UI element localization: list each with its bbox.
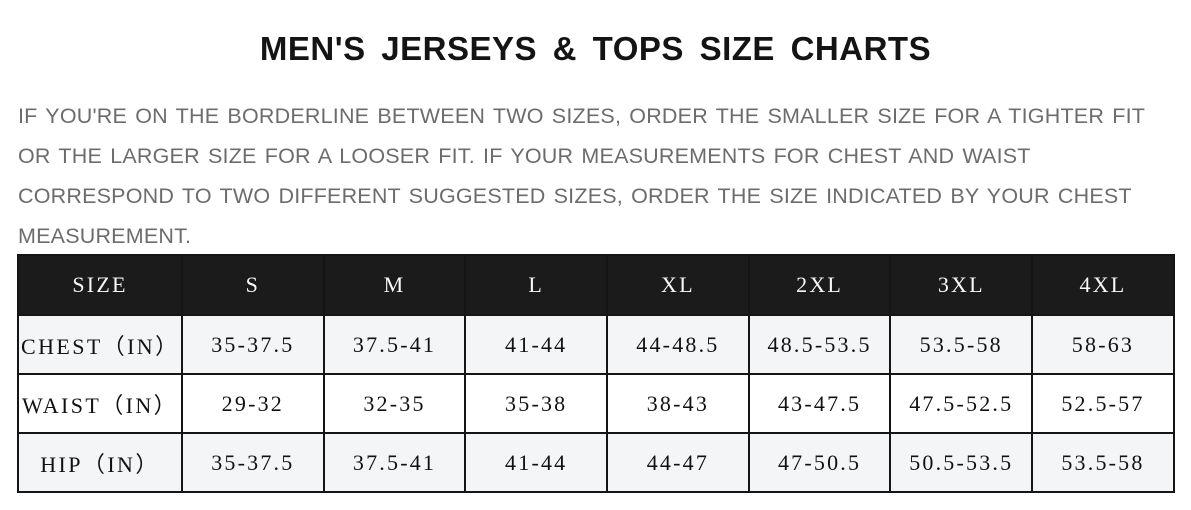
column-header-xl: XL xyxy=(606,254,750,316)
cell-hip-xl: 44-47 xyxy=(606,432,750,493)
intro-paragraph: IF YOU'RE ON THE BORDERLINE BETWEEN TWO … xyxy=(18,104,1145,248)
page-title: MEN'S JERSEYS & TOPS SIZE CHARTS xyxy=(259,30,932,67)
column-header-size: SIZE xyxy=(17,254,183,316)
cell-waist-3xl: 47.5-52.5 xyxy=(889,373,1034,434)
column-header-3xl: 3XL xyxy=(889,254,1034,316)
column-header-l: L xyxy=(464,254,609,316)
row-label-chest: CHEST（IN） xyxy=(17,314,183,375)
cell-waist-4xl: 52.5-57 xyxy=(1031,373,1175,434)
table-header-row: SIZE S M L XL 2XL 3XL 4XL xyxy=(17,254,1175,316)
cell-hip-3xl: 50.5-53.5 xyxy=(889,432,1034,493)
cell-waist-l: 35-38 xyxy=(464,373,609,434)
cell-hip-m: 37.5-41 xyxy=(322,432,467,493)
cell-chest-l: 41-44 xyxy=(464,314,609,375)
column-header-s: S xyxy=(181,254,325,316)
table-row: CHEST（IN） 35-37.5 37.5-41 41-44 44-48.5 … xyxy=(17,314,1175,375)
cell-waist-2xl: 43-47.5 xyxy=(747,373,892,434)
cell-hip-l: 41-44 xyxy=(464,432,609,493)
size-table-container: SIZE S M L XL 2XL 3XL 4XL CHEST（IN） 35-3… xyxy=(17,254,1175,493)
table-body: CHEST（IN） 35-37.5 37.5-41 41-44 44-48.5 … xyxy=(17,314,1175,493)
cell-chest-3xl: 53.5-58 xyxy=(889,314,1034,375)
cell-chest-2xl: 48.5-53.5 xyxy=(747,314,892,375)
cell-chest-xl: 44-48.5 xyxy=(606,314,750,375)
cell-hip-s: 35-37.5 xyxy=(181,432,325,493)
cell-waist-s: 29-32 xyxy=(181,373,325,434)
column-header-4xl: 4XL xyxy=(1031,254,1175,316)
cell-waist-m: 32-35 xyxy=(322,373,467,434)
table-row: HIP（IN） 35-37.5 37.5-41 41-44 44-47 47-5… xyxy=(17,432,1175,493)
row-label-hip: HIP（IN） xyxy=(17,432,183,493)
cell-hip-2xl: 47-50.5 xyxy=(747,432,892,493)
cell-chest-m: 37.5-41 xyxy=(322,314,467,375)
size-chart-table: SIZE S M L XL 2XL 3XL 4XL CHEST（IN） 35-3… xyxy=(17,254,1175,493)
table-header: SIZE S M L XL 2XL 3XL 4XL xyxy=(17,254,1175,316)
column-header-2xl: 2XL xyxy=(747,254,892,316)
table-row: WAIST（IN） 29-32 32-35 35-38 38-43 43-47.… xyxy=(17,373,1175,434)
column-header-m: M xyxy=(322,254,467,316)
cell-waist-xl: 38-43 xyxy=(606,373,750,434)
cell-chest-4xl: 58-63 xyxy=(1031,314,1175,375)
row-label-waist: WAIST（IN） xyxy=(17,373,183,434)
cell-hip-4xl: 53.5-58 xyxy=(1031,432,1175,493)
cell-chest-s: 35-37.5 xyxy=(181,314,325,375)
